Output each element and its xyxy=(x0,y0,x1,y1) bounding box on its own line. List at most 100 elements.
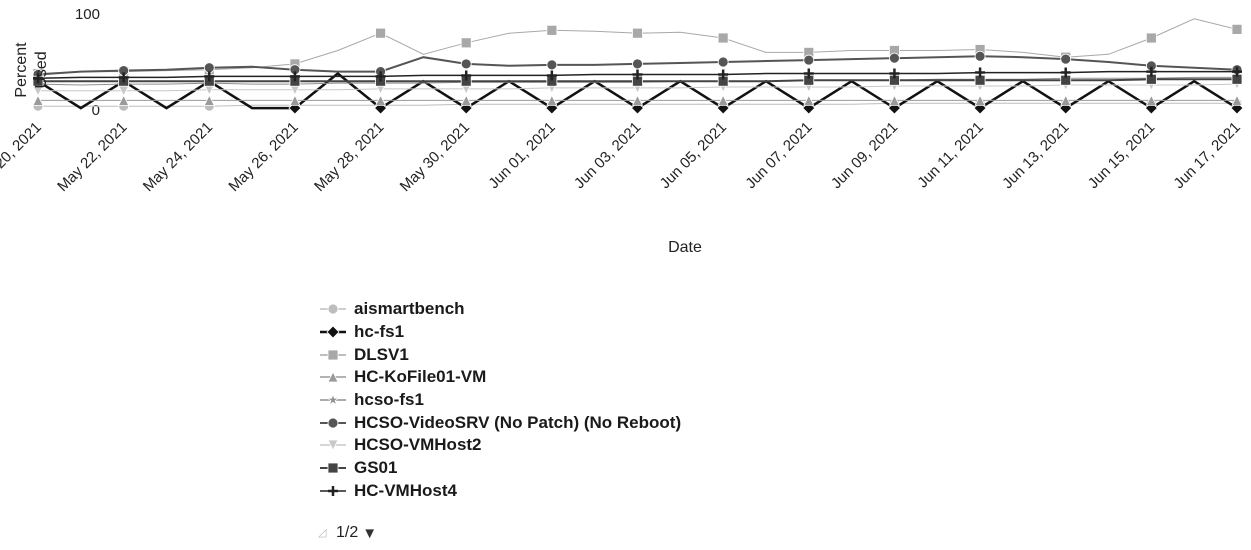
legend-label: GS01 xyxy=(354,458,398,478)
data-point[interactable] xyxy=(718,69,729,80)
legend-item[interactable]: HCSO-VideoSRV (No Patch) (No Reboot) xyxy=(318,411,918,434)
y-tick-label: 100 xyxy=(75,6,100,23)
y-tick-label: 0 xyxy=(92,102,100,119)
data-point[interactable] xyxy=(974,94,986,106)
pager-next-arrow-icon[interactable]: ▼ xyxy=(362,524,378,542)
legend-swatch-icon xyxy=(320,325,346,339)
x-tick-label: May 24, 2021 xyxy=(140,119,216,195)
legend-item[interactable]: HCSO-VMHost2 xyxy=(318,434,918,457)
data-point[interactable] xyxy=(460,58,472,70)
legend-swatch-icon xyxy=(320,371,346,383)
legend-label: HCSO-VideoSRV (No Patch) (No Reboot) xyxy=(354,412,682,432)
data-point[interactable] xyxy=(1231,94,1243,106)
data-point[interactable] xyxy=(717,32,729,44)
data-point[interactable] xyxy=(1231,23,1243,35)
x-tick-label: Jun 13, 2021 xyxy=(999,119,1072,192)
data-point[interactable] xyxy=(1145,32,1157,44)
data-point[interactable] xyxy=(546,94,558,106)
data-point[interactable] xyxy=(632,58,643,70)
data-point[interactable] xyxy=(32,94,44,106)
data-point[interactable] xyxy=(974,50,986,62)
data-point[interactable] xyxy=(1060,53,1072,65)
legend-label: hcso-fs1 xyxy=(354,390,424,410)
legend-swatch-icon xyxy=(320,485,346,496)
y-axis: 0 100 xyxy=(75,6,100,119)
data-point[interactable] xyxy=(118,72,129,83)
data-point[interactable] xyxy=(632,27,643,39)
legend-swatch-icon xyxy=(320,417,346,429)
legend-item[interactable]: GS01 xyxy=(318,457,918,480)
data-point[interactable] xyxy=(460,94,472,106)
data-point[interactable] xyxy=(803,68,814,79)
legend-item[interactable]: DLSV1 xyxy=(318,343,918,366)
data-point[interactable] xyxy=(33,73,43,84)
x-tick-label: Jun 11, 2021 xyxy=(914,119,987,192)
data-point[interactable] xyxy=(888,94,901,106)
legend-label: hc-fs1 xyxy=(354,322,405,342)
legend-label: aismartbench xyxy=(354,299,465,319)
data-point[interactable] xyxy=(803,54,815,66)
data-point[interactable] xyxy=(717,56,729,68)
data-point[interactable] xyxy=(1146,66,1157,77)
legend-item[interactable]: hcso-fs1 xyxy=(318,389,918,412)
data-point[interactable] xyxy=(631,94,644,106)
data-point[interactable] xyxy=(375,71,386,82)
legend-swatch-icon xyxy=(320,303,346,315)
data-point[interactable] xyxy=(1060,67,1071,78)
data-point[interactable] xyxy=(889,52,900,64)
x-tick-label: Jun 05, 2021 xyxy=(657,119,730,192)
legend-swatch-icon xyxy=(320,392,346,407)
data-point[interactable] xyxy=(546,70,557,81)
data-point[interactable] xyxy=(803,94,815,106)
series-3 xyxy=(32,94,1243,106)
data-point[interactable] xyxy=(289,94,301,106)
data-point[interactable] xyxy=(889,68,900,79)
data-point[interactable] xyxy=(203,94,215,106)
legend-label: HCSO-VMHost2 xyxy=(354,435,482,455)
legend-label: HC-VMHost4 xyxy=(354,480,457,500)
legend-swatch-icon xyxy=(320,349,346,361)
x-tick-label: May 26, 2021 xyxy=(225,119,301,195)
data-point[interactable] xyxy=(546,24,558,36)
x-tick-label: Jun 07, 2021 xyxy=(742,119,815,192)
legend-item[interactable]: aismartbench xyxy=(318,298,918,321)
x-tick-label: Jun 17, 2021 xyxy=(1170,119,1243,192)
x-tick-label: May 20, 2021 xyxy=(0,119,45,195)
y-axis-title: Percent Used xyxy=(13,42,50,98)
chart-legend: aismartbench hc-fs1 DLSV1 HC-KoFile01-VM hcs… xyxy=(318,298,918,518)
data-point[interactable] xyxy=(204,71,215,82)
data-point[interactable] xyxy=(632,69,643,80)
data-point[interactable] xyxy=(1060,94,1072,106)
data-point[interactable] xyxy=(375,27,386,39)
x-tick-label: May 22, 2021 xyxy=(54,119,130,195)
x-tick-label: Jun 15, 2021 xyxy=(1085,119,1158,192)
data-point[interactable] xyxy=(203,62,215,74)
data-point[interactable] xyxy=(717,94,729,106)
data-point[interactable] xyxy=(546,59,558,71)
x-tick-label: Jun 09, 2021 xyxy=(828,119,901,192)
legend-item[interactable]: hc-fs1 xyxy=(318,321,918,344)
series-8 xyxy=(33,66,1242,84)
data-point[interactable] xyxy=(289,71,300,82)
legend-pager: ◿ 1/2 ▼ xyxy=(318,524,377,542)
series-layer xyxy=(31,18,1244,115)
legend-label: DLSV1 xyxy=(354,344,409,364)
legend-label: HC-KoFile01-VM xyxy=(354,367,487,387)
x-tick-label: Jun 03, 2021 xyxy=(571,119,644,192)
data-point[interactable] xyxy=(374,94,387,106)
pager-text: 1/2 xyxy=(336,524,359,541)
data-point[interactable] xyxy=(1145,94,1158,106)
data-point[interactable] xyxy=(460,37,472,49)
data-point[interactable] xyxy=(117,94,130,106)
legend-item[interactable]: HC-KoFile01-VM xyxy=(318,366,918,389)
pager-prev-arrow-icon[interactable]: ◿ xyxy=(318,527,327,539)
legend-swatch-icon xyxy=(320,462,346,474)
x-axis-title: Date xyxy=(668,239,702,256)
data-point[interactable] xyxy=(461,70,472,81)
data-point[interactable] xyxy=(1232,66,1242,77)
legend-item[interactable]: HC-VMHost4 xyxy=(318,480,918,503)
x-tick-label: May 28, 2021 xyxy=(311,119,387,195)
data-point[interactable] xyxy=(975,67,986,78)
